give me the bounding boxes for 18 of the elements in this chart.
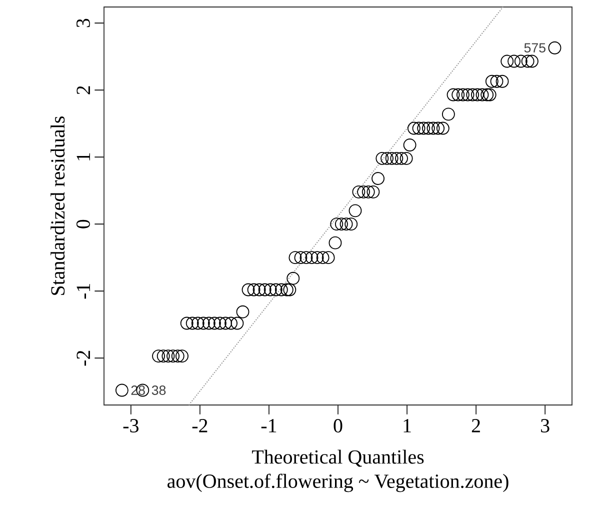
x-tick-label: -2 <box>192 419 208 432</box>
text: aov(Onset.of.flowering ~ Vegetation.zone) <box>168 474 508 492</box>
x-tick-label: -3 <box>123 419 138 432</box>
x-tick-label: 1 <box>404 419 411 432</box>
x-tick-label: 0 <box>334 419 342 433</box>
y-tick-label: 1 <box>76 153 90 160</box>
y-tick-label: -2 <box>76 350 90 366</box>
x-tick-label: 3 <box>541 419 550 432</box>
y-tick-label: -1 <box>76 284 90 299</box>
x-axis-title: Theoretical Quantiles <box>252 450 424 467</box>
y-tick-label: 0 <box>76 220 90 228</box>
x-tick-label: -1 <box>261 419 276 432</box>
x-tick-label: 2 <box>472 419 480 432</box>
annotation: 575 <box>524 43 546 53</box>
y-tick-label: 2 <box>76 86 90 94</box>
annotation: 38 <box>152 386 166 395</box>
y-axis-title: Standardized residuals <box>50 116 65 295</box>
y-tick-label: 3 <box>76 18 90 28</box>
